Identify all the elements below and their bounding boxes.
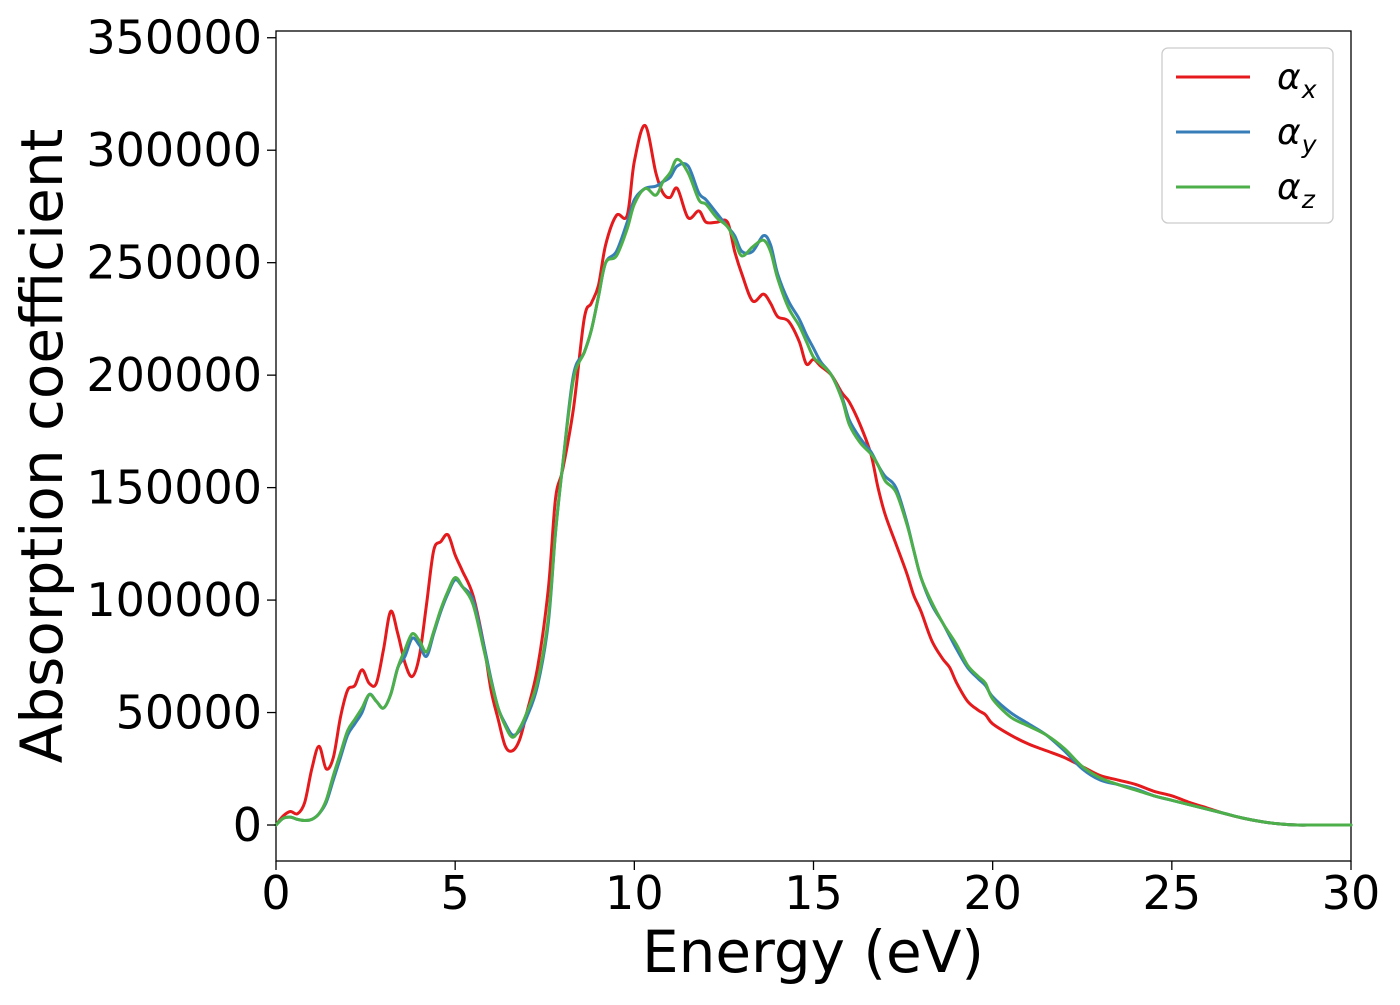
x-axis-label: Energy (eV) [642,918,984,986]
x-tick-label: 15 [784,866,843,920]
series-line-alpha-z [274,157,1353,827]
y-tick-label: 0 [233,798,262,852]
x-tick-label: 20 [963,866,1022,920]
series-line-alpha-y [274,161,1353,827]
y-tick-label: 300000 [86,123,262,177]
y-tick-label: 250000 [86,236,262,290]
series-line-alpha-x [274,123,1353,827]
series-layer [274,123,1353,827]
legend-label-y: αy [1277,112,1318,159]
x-tick-label: 25 [1143,866,1202,920]
x-tick-label: 10 [605,866,664,920]
y-tick-label: 350000 [86,11,262,65]
legend-box [1161,47,1334,224]
x-tick-label: 0 [261,866,290,920]
y-tick-label: 200000 [86,348,262,402]
y-axis-ticks: 0 50000 100000 150000 200000 250000 300000 3500… [86,11,276,852]
y-tick-label: 100000 [86,573,262,627]
y-axis-label: Absorption coefficient [8,129,76,764]
y-tick-label: 150000 [86,461,262,515]
x-tick-label: 5 [441,866,470,920]
x-axis-ticks: 0 5 10 15 20 25 30 [261,861,1380,920]
y-tick-label: 50000 [116,686,262,740]
legend-label-x: αx [1277,57,1317,104]
x-tick-label: 30 [1322,866,1381,920]
